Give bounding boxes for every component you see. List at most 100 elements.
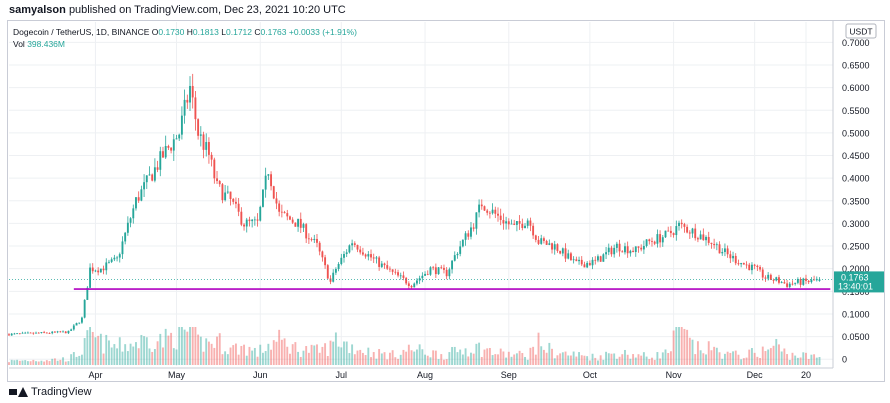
volume-bar: [67, 361, 70, 365]
volume-bar: [240, 345, 243, 365]
x-tick-label: 20: [801, 370, 811, 380]
volume-bar: [148, 348, 151, 365]
volume-bar: [180, 327, 183, 365]
volume-bar: [345, 341, 348, 365]
volume-bar: [113, 344, 116, 365]
volume-bar: [407, 344, 410, 365]
volume-bar: [48, 361, 51, 365]
y-tick-label: 0.2000: [842, 264, 870, 274]
volume-bar: [513, 354, 516, 365]
volume-bar: [443, 359, 445, 365]
candle-body: [129, 218, 132, 223]
candle-body: [297, 218, 300, 227]
support-line: [9, 279, 833, 290]
candle-body: [289, 216, 291, 220]
volume-bar: [580, 355, 583, 365]
candle-body: [89, 267, 91, 288]
candle-body: [43, 332, 46, 333]
volume-bar: [305, 346, 308, 365]
y-tick-label: 0.5000: [842, 128, 870, 138]
candle-body: [786, 283, 789, 287]
volume-bar: [653, 359, 656, 365]
candle-body: [775, 277, 778, 281]
candle-body: [656, 234, 659, 244]
volume-bar: [718, 352, 721, 365]
candle-body: [605, 252, 608, 255]
candle-body: [569, 253, 572, 261]
candle-body: [461, 239, 464, 247]
volume-bar: [164, 328, 167, 365]
volume-bar: [529, 347, 532, 365]
candle-body: [302, 224, 305, 228]
volume-bar: [480, 356, 483, 365]
volume-bar: [213, 347, 216, 365]
last-price-value: 0.1763: [841, 272, 869, 282]
volume-bar: [332, 341, 335, 365]
volume-bar: [470, 352, 472, 365]
volume-bar: [429, 357, 432, 365]
candle-body: [740, 263, 743, 265]
x-tick-label: Apr: [88, 370, 102, 380]
volume-bar: [575, 356, 578, 365]
candle-body: [497, 213, 499, 216]
volume-bar: [659, 358, 662, 365]
candle-body: [613, 247, 616, 255]
candle-body: [137, 197, 140, 201]
volume-bar: [105, 334, 108, 365]
candle-body: [588, 262, 591, 266]
footer-brand[interactable]: TradingView: [31, 386, 92, 398]
volume-bar: [491, 355, 494, 365]
candle-body: [810, 279, 813, 283]
volume-bar: [197, 334, 200, 365]
volume-bar: [221, 354, 224, 365]
price-axis: 00.05000.10000.15000.20000.25000.30000.3…: [832, 20, 870, 368]
volume-bar: [18, 360, 21, 365]
volume-bar: [505, 357, 508, 365]
volume-bar: [108, 340, 110, 365]
candle-body: [405, 277, 408, 284]
candle-body: [802, 278, 805, 285]
candle-body: [626, 246, 629, 254]
publisher-username[interactable]: samyalson: [9, 4, 66, 16]
candle-body: [494, 209, 497, 214]
candle-body: [162, 151, 164, 158]
volume-bar: [613, 353, 616, 365]
volume-bar: [675, 327, 678, 365]
volume-bar: [502, 351, 505, 365]
tradingview-logo-icon[interactable]: [9, 387, 28, 397]
candle-body: [275, 198, 278, 204]
candle-body: [480, 204, 483, 207]
volume-bar: [351, 344, 354, 365]
volume-bar: [651, 357, 653, 365]
candle-body: [715, 244, 718, 246]
volume-bar: [696, 341, 699, 365]
candle-body: [191, 85, 194, 98]
candle-body: [688, 232, 691, 234]
volume-bar: [434, 350, 437, 365]
volume-bar: [132, 346, 135, 365]
candle-body: [669, 230, 672, 234]
candle-body: [634, 246, 637, 252]
candle-body: [683, 224, 686, 227]
candle-body: [353, 243, 356, 245]
volume-bar: [705, 354, 707, 365]
candle-body: [310, 239, 313, 241]
volume-bar: [672, 330, 675, 365]
candle-body: [426, 273, 429, 275]
candle-body: [218, 181, 221, 185]
candle-body: [321, 251, 324, 258]
volume-bar: [634, 357, 637, 365]
candle-body: [264, 175, 267, 190]
volume-bar: [729, 352, 732, 365]
candle-body: [794, 282, 797, 284]
candle-body: [189, 85, 191, 103]
volume-bar: [32, 359, 35, 365]
candle-body: [756, 265, 759, 268]
volume-bar: [786, 354, 789, 365]
candle-body: [83, 299, 86, 318]
candle-body: [745, 264, 748, 266]
volume-bar: [137, 348, 140, 365]
candle-body: [62, 331, 64, 333]
candle-body: [388, 268, 391, 270]
